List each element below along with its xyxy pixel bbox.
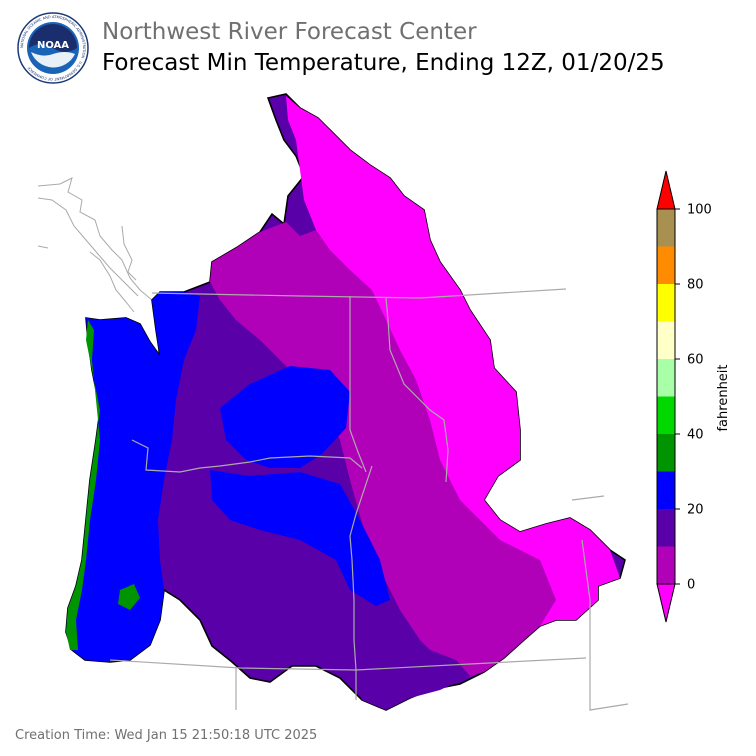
border-id-mt (385, 297, 449, 483)
colorbar-ticks: 0 20 40 60 80 100 (675, 203, 712, 593)
state-borders (109, 288, 629, 711)
colorbar-label: fahrenheit (716, 364, 731, 431)
colorbar-bin-4 (657, 396, 675, 434)
basin-green-patch (118, 584, 140, 610)
temperature-map (37, 93, 629, 711)
colorbar-bin-5 (657, 359, 675, 397)
forecast-basin (65, 93, 626, 711)
colorbar-over-arrow (656, 170, 676, 210)
border-wa-id (349, 296, 367, 473)
map-title: Forecast Min Temperature, Ending 12Z, 01… (102, 50, 665, 76)
colorbar-tick-label: 60 (687, 353, 704, 368)
basin-blue-south (210, 470, 390, 606)
basin-dark-south (340, 640, 470, 710)
border-canada (151, 288, 567, 299)
creation-time: Creation Time: Wed Jan 15 21:50:18 UTC 2… (15, 728, 318, 743)
colorbar-bin-7 (657, 284, 675, 322)
colorbar-under-arrow (656, 583, 676, 623)
colorbar-bin-2 (657, 471, 675, 509)
colorbar-tick-label: 20 (687, 503, 704, 518)
colorbar-tick-label: 40 (687, 428, 704, 443)
colorbar-bin-1 (657, 509, 675, 547)
border-or-id (349, 465, 373, 671)
border-sw (235, 668, 357, 710)
basin-magenta-north (286, 96, 620, 626)
border-east (571, 495, 629, 711)
basin-green-coast (66, 320, 100, 650)
colorbar-tick-label: 0 (687, 578, 695, 593)
basin-blue-west (66, 292, 200, 662)
colorbar-bins (656, 170, 676, 623)
colorbar-bin-3 (657, 434, 675, 472)
colorbar-bin-8 (657, 246, 675, 284)
colorbar-bin-9 (657, 209, 675, 247)
border-wa-or (131, 439, 363, 473)
colorbar-bin-6 (657, 321, 675, 359)
colorbar-frame (656, 208, 676, 585)
basin-purple-central (210, 222, 556, 680)
colorbar-tick-label: 80 (687, 278, 704, 293)
colorbar-tick-label: 100 (687, 203, 712, 218)
noaa-logo: NOAA NATIONAL OCEANIC AND ATMOSPHERIC AD… (17, 12, 89, 84)
logo-text: NOAA (37, 40, 69, 51)
basin-blue-central (220, 366, 350, 468)
colorbar: 0 20 40 60 80 100 fahrenheit (656, 170, 731, 623)
colorbar-bin-0 (657, 546, 675, 584)
organization-title: Northwest River Forecast Center (102, 19, 477, 45)
